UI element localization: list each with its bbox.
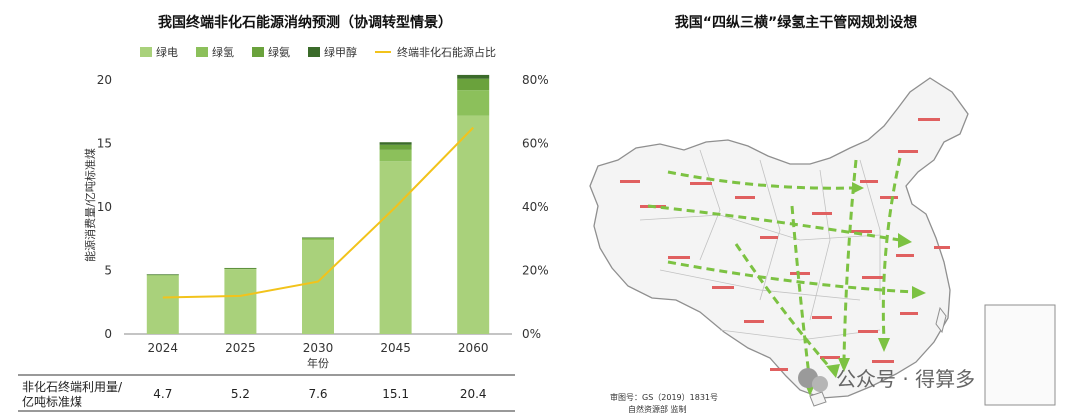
pipeline-vertical-2 [842,159,858,361]
bar-segment-绿电 [302,240,334,334]
x-tick-label: 2060 [458,341,489,355]
bar-segment-绿甲醇 [379,142,412,145]
x-tick-label: 2024 [148,341,179,355]
wechat-watermark: 公众号 · 得算多 [798,367,975,392]
legend-label: 绿甲醇 [324,45,357,59]
bar-segment-绿甲醇 [224,267,257,269]
bar-segment-绿电 [379,161,412,334]
taiwan-island [935,306,947,334]
x-tick-label: 2030 [303,341,334,355]
map-publisher: 自然资源部 监制 [628,404,687,414]
y-tick-label: 20 [97,73,112,87]
y-tick-label: 15 [97,137,112,151]
chart-title: 我国终端非化石能源消纳预测（协调转型情景） [158,14,452,31]
legend-label: 绿电 [156,45,178,59]
y2-tick-label: 0% [522,327,541,341]
y-axis-label: 能源消费量/亿吨标准煤 [83,148,97,262]
pipeline-horizontal-north [667,170,853,190]
table-cell: 4.7 [153,387,172,401]
bar-segment-绿电 [457,115,490,334]
bar-segment-绿氨 [302,237,334,239]
legend-swatch-绿甲醇 [308,47,320,57]
bar-segment-绿氨 [457,78,490,91]
pipeline-arrowheads [804,182,926,396]
table-row-label-line2: 亿吨标准煤 [22,394,82,409]
china-map [589,77,1056,407]
y-tick-label: 0 [104,327,112,341]
south-sea-inset [984,304,1056,406]
bar-group [146,74,490,334]
pipeline-vertical-4 [734,243,834,371]
table-row-label-line1: 非化石终端利用量/ [22,379,123,394]
legend-label: 绿氨 [268,45,290,59]
y-axis: 0 5 10 15 20 [97,73,512,341]
map-approval-number: 审图号：GS（2019）1831号 [610,392,718,402]
x-tick-label: 2025 [225,341,256,355]
x-axis-label: 年份 [307,356,329,370]
pipeline-arrows [647,157,915,385]
y2-tick-label: 40% [522,200,549,214]
y2-tick-label: 20% [522,264,549,278]
watermark-brand-text: 公众号 · 得算多 [836,367,975,391]
bar-segment-绿氢 [457,90,490,116]
y2-tick-label: 80% [522,73,549,87]
pipeline-horizontal-middle [647,204,901,242]
inner-borders [639,149,881,341]
bar-segment-绿甲醇 [457,74,490,79]
pipeline-vertical-3 [881,157,902,341]
x-tick-label: 2045 [380,341,411,355]
bar-segment-绿氨 [224,268,257,269]
hainan-island [809,391,827,407]
y2-tick-label: 60% [522,137,549,151]
y-tick-label: 10 [97,200,112,214]
province-labels [620,118,950,371]
data-table: 非化石终端利用量/ 亿吨标准煤 4.7 5.2 7.6 15.1 20.4 [18,374,515,412]
share-line [162,126,474,299]
y2-axis: 0% 20% 40% 60% 80% [522,73,549,341]
bar-segment-绿氢 [302,238,334,241]
wechat-icon-bubble [812,376,828,392]
y-tick-label: 5 [104,264,112,278]
table-cell: 15.1 [382,387,409,401]
pipeline-horizontal-south [667,260,915,294]
legend-swatch-绿氨 [252,47,264,57]
bar-segment-绿电 [224,269,257,334]
legend-swatch-绿电 [140,47,152,57]
bar-segment-绿甲醇 [146,274,179,275]
bar-segment-绿甲醇 [302,237,334,238]
table-cell: 20.4 [460,387,487,401]
pipeline-vertical-1 [790,205,812,385]
legend-label: 绿氢 [212,45,234,59]
china-outline [589,77,969,399]
bar-segment-绿氨 [379,144,412,150]
share-line-group [162,126,474,299]
bar-segment-绿氨 [146,274,179,276]
table-cell: 7.6 [308,387,327,401]
x-axis: 2024 2025 2030 2045 2060 [148,341,489,355]
legend-swatch-绿氢 [196,47,208,57]
table-cell: 5.2 [231,387,250,401]
bar-segment-绿氢 [379,149,412,162]
bar-segment-绿氢 [224,268,257,270]
chart-legend: 绿电 绿氢 绿氨 绿甲醇 终端非化石能源占比 [140,45,496,59]
bar-segment-绿氢 [146,274,179,276]
map-title: 我国“四纵三横”绿氢主干管网规划设想 [675,14,917,31]
bar-segment-绿电 [146,275,179,334]
legend-label: 终端非化石能源占比 [397,45,496,59]
